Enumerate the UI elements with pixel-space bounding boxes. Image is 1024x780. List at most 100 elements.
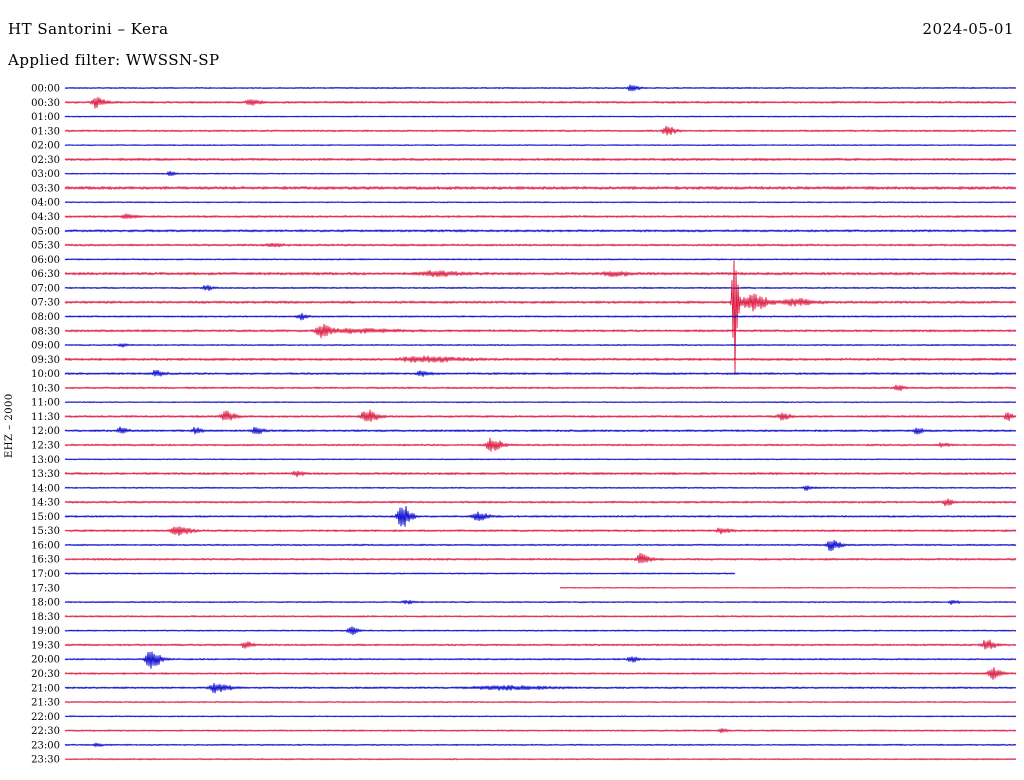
seismogram-trace-2200 (64, 715, 1017, 718)
time-label: 16:30 (31, 555, 60, 566)
seismogram-trace-1500 (64, 505, 1017, 527)
time-label: 08:30 (31, 326, 60, 337)
time-label: 15:30 (31, 526, 60, 537)
time-label: 09:00 (31, 341, 60, 352)
time-label: 03:00 (31, 169, 60, 180)
time-label: 12:30 (31, 441, 60, 452)
time-label: 22:30 (31, 726, 60, 737)
seismogram-trace-1200 (64, 426, 1017, 435)
time-label: 17:00 (31, 569, 60, 580)
seismogram-trace-2230 (64, 727, 1017, 734)
time-label: 10:30 (31, 383, 60, 394)
time-label: 13:00 (31, 455, 60, 466)
seismogram-trace-0030 (64, 96, 1017, 109)
seismogram-trace-0700 (64, 284, 1017, 291)
seismogram-trace-1630 (64, 552, 1017, 564)
time-label: 04:00 (31, 198, 60, 209)
seismogram-trace-1900 (64, 626, 1017, 636)
time-label: 06:00 (31, 255, 60, 266)
time-label: 19:30 (31, 640, 60, 651)
time-label: 01:30 (31, 126, 60, 137)
seismogram-trace-1230 (64, 437, 1017, 452)
time-label: 05:00 (31, 226, 60, 237)
time-label: 22:00 (31, 712, 60, 723)
time-label: 23:30 (31, 755, 60, 766)
time-label: 04:30 (31, 212, 60, 223)
seismogram-trace-2100 (64, 682, 1017, 694)
seismogram-trace-1530 (64, 526, 1017, 537)
seismogram-trace-0530 (64, 242, 1017, 248)
time-label: 02:30 (31, 155, 60, 166)
time-label: 14:30 (31, 498, 60, 509)
time-label: 07:00 (31, 283, 60, 294)
time-label: 10:00 (31, 369, 60, 380)
seismogram-trace-0730 (64, 259, 1017, 374)
station-title: HT Santorini – Kera (8, 20, 169, 38)
time-label: 11:00 (31, 398, 60, 409)
seismogram-trace-0130 (64, 125, 1017, 136)
seismogram-trace-0830 (64, 323, 1017, 339)
time-label: 23:00 (31, 740, 60, 751)
time-label: 16:00 (31, 541, 60, 552)
time-label: 18:30 (31, 612, 60, 623)
seismogram-trace-0330 (64, 186, 1017, 190)
time-label: 05:30 (31, 241, 60, 252)
seismogram-trace-1130 (64, 409, 1017, 422)
seismogram-trace-1030 (64, 384, 1017, 392)
seismogram-trace-1300 (64, 458, 1017, 461)
seismogram-trace-0930 (64, 355, 1017, 363)
applied-filter-label: Applied filter: WWSSN-SP (8, 51, 220, 69)
time-label: 09:30 (31, 355, 60, 366)
time-label: 21:30 (31, 698, 60, 709)
time-label: 08:00 (31, 312, 60, 323)
time-label: 15:00 (31, 512, 60, 523)
seismogram-trace-1430 (64, 498, 1017, 507)
seismogram-trace-0630 (64, 269, 1017, 278)
seismogram-trace-1330 (64, 470, 1017, 478)
time-label: 13:30 (31, 469, 60, 480)
time-label: 21:00 (31, 683, 60, 694)
record-date: 2024-05-01 (922, 20, 1014, 38)
seismogram-trace-0200 (64, 144, 1017, 147)
seismogram-trace-0000 (64, 84, 1017, 92)
seismogram-trace-0900 (64, 343, 1017, 348)
seismogram-trace-1100 (64, 401, 1017, 404)
time-label: 06:30 (31, 269, 60, 280)
seismogram-trace-0800 (64, 312, 1017, 321)
time-label: 19:00 (31, 626, 60, 637)
seismogram-trace-1000 (64, 369, 1017, 377)
seismogram-trace-0230 (64, 157, 1017, 162)
time-label: 20:00 (31, 655, 60, 666)
time-label: 03:30 (31, 184, 60, 195)
seismogram-trace-2300 (64, 742, 1017, 748)
seismogram-trace-0600 (64, 258, 1017, 261)
seismogram-trace-2030 (64, 666, 1017, 681)
seismogram-trace-1930 (64, 639, 1017, 650)
time-label: 00:30 (31, 98, 60, 109)
seismogram-trace-0500 (64, 229, 1017, 233)
time-label: 20:30 (31, 669, 60, 680)
seismogram-trace-2130 (64, 700, 1017, 704)
seismogram-trace-0430 (64, 213, 1017, 220)
time-label: 14:00 (31, 483, 60, 494)
seismogram-trace-1600 (64, 539, 1017, 552)
time-label: 17:30 (31, 583, 60, 594)
time-label: 07:30 (31, 298, 60, 309)
seismogram-trace-2000 (64, 651, 1017, 669)
seismogram-trace-0400 (64, 201, 1017, 204)
time-label: 11:30 (31, 412, 60, 423)
seismogram-trace-1830 (64, 615, 1017, 618)
seismogram-trace-2330 (64, 758, 1017, 761)
time-label: 18:00 (31, 598, 60, 609)
time-label: 12:00 (31, 426, 60, 437)
seismogram-trace-0300 (64, 170, 1017, 177)
seismogram-trace-0100 (64, 115, 1017, 118)
seismogram-trace-1700 (64, 572, 736, 575)
seismogram-trace-1400 (64, 485, 1017, 491)
seismogram-trace-1730 (559, 586, 1017, 589)
time-label: 00:00 (31, 84, 60, 95)
time-label: 01:00 (31, 112, 60, 123)
seismogram-trace-1800 (64, 599, 1017, 605)
